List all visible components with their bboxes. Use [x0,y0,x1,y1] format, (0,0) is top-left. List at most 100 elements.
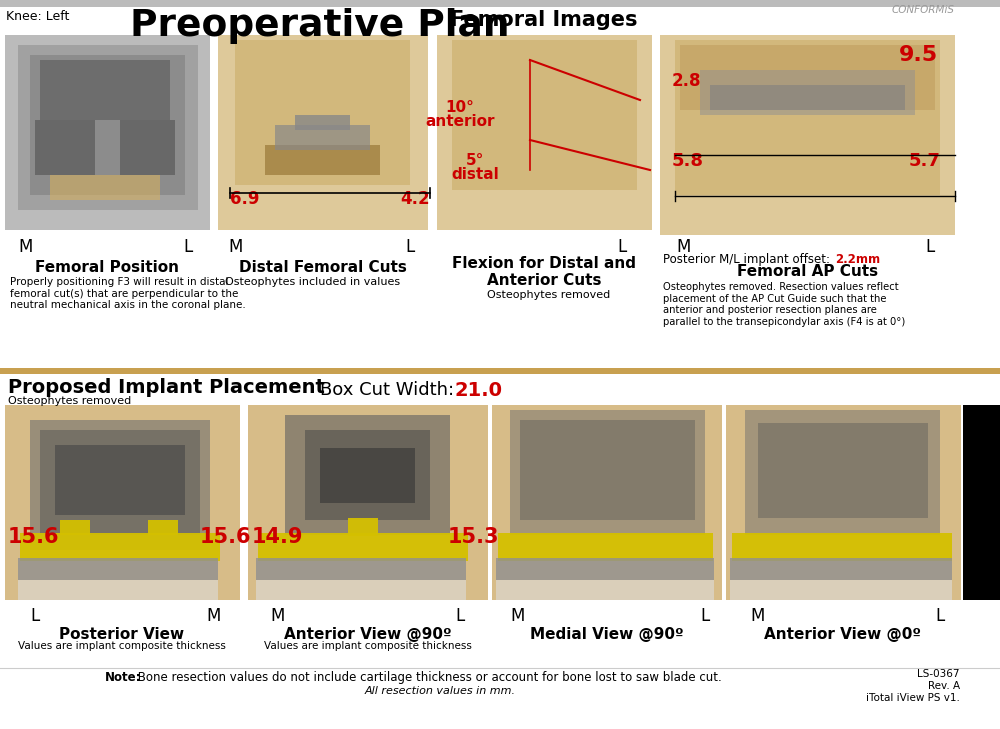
Text: Posterior View: Posterior View [59,627,185,642]
Bar [732,533,952,561]
Bar [30,55,185,195]
Bar [998,405,999,600]
Bar [988,405,990,600]
Text: 2.8: 2.8 [672,72,702,90]
Text: CONFORMiS: CONFORMiS [892,5,955,15]
Text: M: M [750,607,764,625]
Text: Anterior View @90º: Anterior View @90º [284,627,452,642]
Text: L: L [455,607,464,625]
Text: 9.5: 9.5 [899,45,938,65]
Text: 15.6: 15.6 [200,527,252,547]
Bar [248,405,488,600]
Bar [974,405,975,600]
Bar [994,405,995,600]
Bar [965,405,966,600]
Bar [496,580,714,600]
Bar [5,405,240,600]
Text: iTotal iView PS v1.: iTotal iView PS v1. [866,693,960,703]
Bar [40,60,170,120]
Bar [275,125,370,150]
Text: Femoral AP Cuts: Femoral AP Cuts [737,264,879,279]
Bar [30,420,210,550]
Text: 14.9: 14.9 [252,527,304,547]
Bar [983,405,985,600]
Bar [984,405,985,600]
Text: Properly positioning F3 will result in distal
femoral cut(s) that are perpendicu: Properly positioning F3 will result in d… [10,277,246,311]
Bar [295,115,350,130]
Text: L: L [925,238,934,256]
Bar [248,405,488,600]
Bar [256,580,466,600]
Bar [987,405,989,600]
Bar [963,405,964,600]
Bar [305,430,430,520]
Bar [510,410,705,535]
Text: 5.7: 5.7 [908,152,940,170]
Text: L: L [183,238,192,256]
Bar [980,405,981,600]
Bar [492,405,722,600]
Text: Preoperative Plan: Preoperative Plan [130,8,510,44]
Text: Osteophytes included in values: Osteophytes included in values [225,277,400,287]
Bar [60,520,90,535]
Text: Values are implant composite thickness: Values are implant composite thickness [264,641,472,651]
Bar [730,558,952,580]
Text: L: L [405,238,414,256]
Bar [982,405,983,600]
Bar [148,520,178,535]
Bar [990,405,992,600]
Bar [975,405,977,600]
Text: Box Cut Width:: Box Cut Width: [320,381,454,399]
Bar [990,405,991,600]
Text: L: L [700,607,709,625]
Bar [994,405,996,600]
Bar [5,405,240,600]
Bar [998,405,1000,600]
Bar [680,45,935,110]
Bar [986,405,988,600]
Bar [50,175,160,200]
Bar [758,423,928,518]
Bar [992,405,994,600]
Bar [35,120,95,175]
Bar [700,70,915,115]
Text: M: M [676,238,690,256]
Bar [967,405,968,600]
Text: Proposed Implant Placement: Proposed Implant Placement [8,378,325,397]
Bar [452,40,637,190]
Bar [969,405,971,600]
Text: Posterior M/L implant offset:: Posterior M/L implant offset: [663,253,838,266]
Bar [996,405,997,600]
Text: All resection values in mm.: All resection values in mm. [364,686,516,696]
Bar [660,35,955,235]
Text: M: M [510,607,524,625]
Text: L: L [935,607,944,625]
Bar [496,558,714,580]
Bar [258,533,468,561]
Text: Osteophytes removed: Osteophytes removed [8,396,131,406]
Bar [120,120,175,175]
Text: Rev. A: Rev. A [928,681,960,691]
Bar [0,0,1000,7]
Bar [970,405,971,600]
Bar [966,405,967,600]
Bar [972,405,973,600]
Text: M: M [18,238,32,256]
Bar [745,410,940,535]
Text: Values are implant composite thickness: Values are implant composite thickness [18,641,226,651]
Text: Flexion for Distal and
Anterior Cuts: Flexion for Distal and Anterior Cuts [452,256,636,289]
Text: Distal Femoral Cuts: Distal Femoral Cuts [239,260,407,275]
Text: Anterior View @0º: Anterior View @0º [765,627,922,642]
Text: Femoral Position: Femoral Position [35,260,179,275]
Bar [256,558,466,580]
Text: Note:: Note: [105,671,142,684]
Bar [978,405,979,600]
Bar [0,368,1000,374]
Text: Knee: Left: Knee: Left [6,10,69,23]
Text: 15.3: 15.3 [448,527,500,547]
Text: anterior: anterior [425,114,495,129]
Bar [996,405,998,600]
Bar [979,405,981,600]
Text: 5.8: 5.8 [672,152,704,170]
Bar [218,35,428,230]
